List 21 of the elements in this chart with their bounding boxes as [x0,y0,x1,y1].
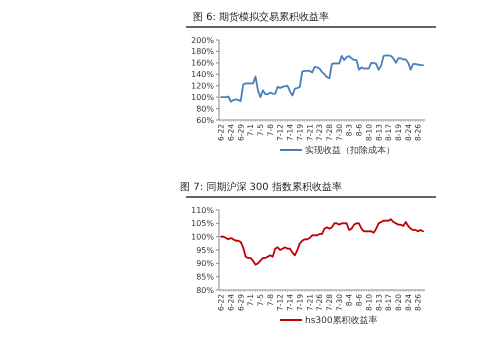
y-tick-label: 110% [191,206,214,215]
y-tick-label: 160% [191,58,214,68]
y-tick-label: 90% [196,259,214,268]
y-tick-label: 85% [196,272,214,282]
chart-title: 图 7: 同期沪深 300 指数累积收益率 [180,181,342,193]
y-tick-label: 80% [196,286,214,295]
y-tick-label: 180% [191,47,214,56]
legend-label: hs300累积收益率 [305,315,378,326]
y-tick-label: 140% [191,70,214,80]
y-tick-label: 100% [191,232,214,242]
y-tick-label: 105% [191,219,214,228]
y-tick-label: 100% [191,92,214,102]
y-tick-label: 80% [196,104,214,114]
legend-label: 实现收益（扣除成本） [305,145,395,156]
y-tick-label: 60% [196,116,214,125]
y-tick-label: 200% [191,36,214,45]
chart-title: 图 6: 期货模拟交易累积收益率 [192,11,330,23]
y-tick-label: 120% [191,82,214,91]
line-series [220,54,424,103]
line-series [220,218,424,266]
y-tick-label: 95% [196,246,214,255]
